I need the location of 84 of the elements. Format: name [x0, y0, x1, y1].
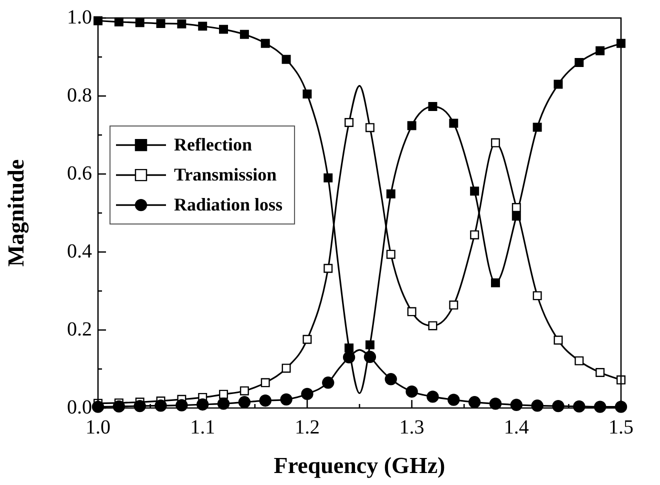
point [406, 386, 418, 398]
point [489, 398, 502, 410]
point [386, 189, 396, 198]
point [112, 400, 126, 413]
legend-label: Transmission [174, 164, 277, 185]
point [616, 375, 626, 384]
point [449, 300, 458, 310]
point [364, 350, 376, 364]
point [156, 18, 166, 28]
point [302, 334, 312, 344]
point [596, 368, 605, 377]
x-tick-label: 1.1 [190, 416, 216, 438]
point [240, 386, 249, 396]
y-tick-label: 0.4 [67, 240, 92, 262]
point [219, 24, 228, 34]
point [344, 118, 354, 128]
point [324, 173, 333, 182]
point [217, 398, 230, 410]
point [342, 351, 356, 364]
x-tick-label: 1.2 [294, 416, 320, 438]
point [554, 336, 563, 345]
point [531, 400, 544, 412]
point [552, 400, 564, 412]
point [280, 393, 292, 406]
point [384, 373, 397, 386]
point [532, 122, 542, 132]
point [512, 212, 521, 221]
point [259, 394, 272, 407]
point [302, 90, 312, 99]
point [449, 118, 458, 128]
point [428, 102, 438, 112]
point [428, 321, 438, 330]
point [490, 138, 500, 148]
point [596, 46, 605, 56]
legend-label: Radiation loss [174, 194, 283, 215]
y-tick-label: 0.0 [67, 396, 92, 418]
point [616, 38, 626, 48]
x-axis-title: Frequency (GHz) [274, 453, 446, 478]
point [238, 396, 251, 408]
point [260, 38, 270, 48]
x-tick-label: 1.0 [86, 416, 110, 438]
point [154, 400, 167, 412]
point [135, 18, 144, 28]
y-tick-label: 0.8 [67, 84, 92, 106]
point [468, 396, 481, 408]
point [407, 307, 416, 316]
point [574, 356, 584, 366]
point [594, 400, 606, 413]
point [177, 19, 186, 28]
point [407, 121, 416, 130]
point [134, 400, 146, 412]
x-tick-label: 1.4 [504, 416, 529, 438]
y-tick-label: 0.6 [67, 162, 92, 184]
point [365, 340, 374, 350]
point [574, 58, 584, 67]
point [512, 203, 521, 212]
point [260, 378, 270, 388]
point [448, 394, 460, 406]
point [324, 264, 333, 273]
point [322, 376, 334, 389]
point [573, 400, 586, 413]
point [554, 80, 563, 89]
point [282, 54, 291, 64]
point [490, 278, 500, 288]
point [114, 17, 124, 26]
point [532, 291, 542, 300]
point [198, 22, 208, 31]
point [219, 390, 228, 399]
point [426, 390, 439, 403]
point [282, 364, 291, 373]
y-tick-label: 1.0 [67, 6, 92, 28]
x-tick-label: 1.5 [608, 416, 634, 438]
point [240, 30, 249, 39]
y-tick-label: 0.2 [67, 318, 92, 340]
point [301, 388, 314, 400]
point [470, 230, 480, 240]
legend-label: Reflection [174, 134, 252, 155]
y-axis-title: Magnitude [4, 159, 30, 267]
x-tick-label: 1.3 [399, 416, 424, 438]
point [470, 186, 480, 196]
point [386, 250, 396, 259]
point [344, 343, 354, 352]
point [176, 399, 188, 412]
point [365, 123, 374, 132]
